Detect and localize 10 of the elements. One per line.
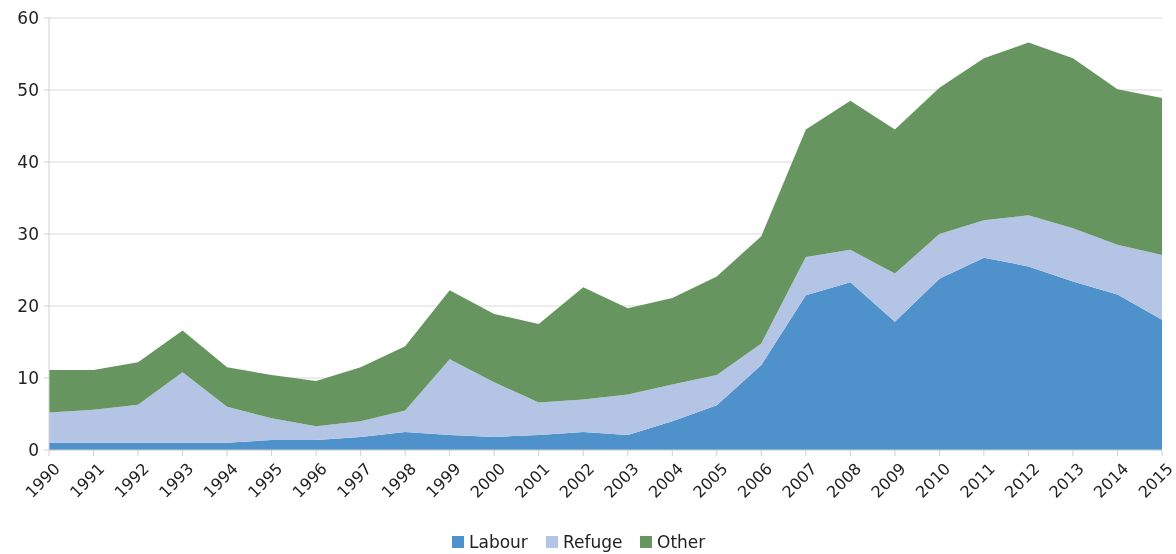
y-tick-label: 0 (28, 439, 39, 460)
y-tick-label: 10 (17, 367, 39, 388)
legend-label: Refuge (563, 531, 623, 552)
y-tick-label: 40 (17, 151, 39, 172)
y-tick-label: 20 (17, 295, 39, 316)
legend-label: Other (657, 531, 706, 552)
legend-label: Labour (469, 531, 528, 552)
y-tick-label: 30 (17, 223, 39, 244)
y-tick-label: 60 (17, 7, 39, 28)
y-tick-label: 50 (17, 79, 39, 100)
